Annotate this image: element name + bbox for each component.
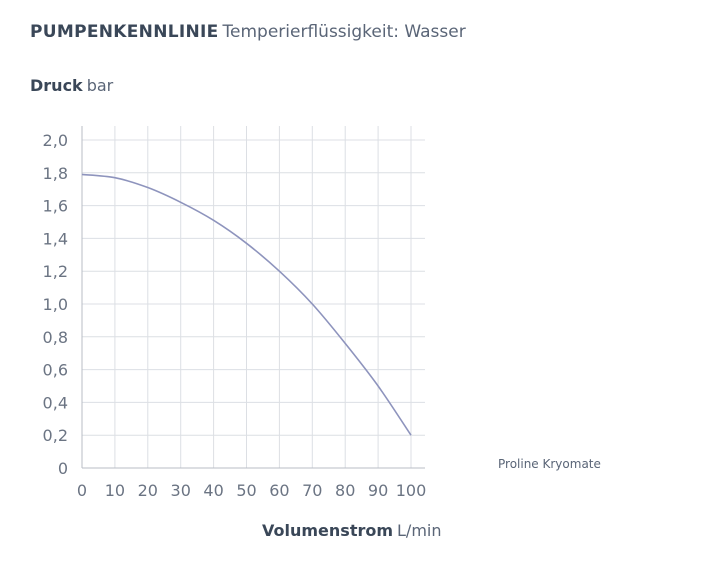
y-tick-label: 1,4: [43, 229, 68, 248]
x-tick-label: 80: [335, 481, 355, 500]
y-axis-label: Druck bar: [30, 76, 113, 95]
x-tick-label: 90: [368, 481, 388, 500]
x-tick-label: 30: [171, 481, 191, 500]
y-tick-label: 2,0: [43, 131, 68, 150]
x-tick-label: 70: [302, 481, 322, 500]
y-tick-label: 1,2: [43, 262, 68, 281]
y-tick-label: 0,8: [43, 328, 68, 347]
chart-title: PUMPENKENNLINIE Temperierflüssigkeit: Was…: [30, 22, 466, 42]
chart-title-main: PUMPENKENNLINIE: [30, 22, 219, 42]
x-axis-label: Volumenstrom L/min: [262, 521, 442, 540]
series-line: [81, 173, 412, 436]
chart-subtitle: Temperierflüssigkeit: Wasser: [222, 22, 466, 42]
y-tick-label: 0,2: [43, 426, 68, 445]
y-axis-label-unit: bar: [86, 76, 114, 95]
x-tick-label: 50: [236, 481, 256, 500]
x-tick-label: 20: [138, 481, 158, 500]
y-axis-label-name: Druck: [30, 76, 83, 95]
y-tick-label: 1,8: [43, 164, 68, 183]
legend-entry: Proline Kryomate: [498, 457, 601, 471]
x-tick-label: 10: [105, 481, 125, 500]
x-tick-label: 0: [77, 481, 87, 500]
y-tick-label: 0: [58, 459, 68, 478]
y-tick-label: 0,6: [43, 361, 68, 380]
x-tick-label: 40: [203, 481, 223, 500]
y-tick-label: 1,6: [43, 197, 68, 216]
x-tick-label: 100: [396, 481, 427, 500]
y-tick-label: 0,4: [43, 393, 68, 412]
x-tick-label: 60: [269, 481, 289, 500]
x-axis-label-unit: L/min: [397, 521, 442, 540]
y-tick-label: 1,0: [43, 295, 68, 314]
x-axis-label-name: Volumenstrom: [262, 521, 394, 540]
